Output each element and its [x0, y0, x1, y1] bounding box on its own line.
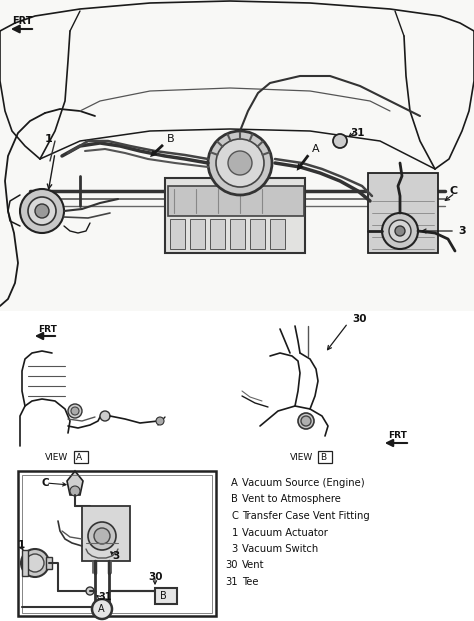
Text: VIEW: VIEW	[45, 453, 68, 463]
Bar	[368, 173, 438, 253]
Text: 1: 1	[232, 527, 238, 538]
Bar	[82, 506, 130, 561]
Circle shape	[21, 549, 49, 577]
Circle shape	[100, 411, 110, 421]
Text: A: A	[98, 604, 105, 614]
Text: Vent: Vent	[242, 561, 264, 571]
Circle shape	[88, 522, 116, 550]
Text: A: A	[231, 478, 238, 488]
Text: 3: 3	[112, 551, 119, 561]
Text: Vacuum Switch: Vacuum Switch	[242, 544, 318, 554]
Text: A: A	[76, 453, 82, 461]
Circle shape	[301, 416, 311, 426]
Text: C: C	[450, 186, 458, 196]
Text: Transfer Case Vent Fitting: Transfer Case Vent Fitting	[242, 511, 370, 521]
Bar	[190, 219, 205, 249]
Circle shape	[395, 226, 405, 236]
Circle shape	[389, 220, 411, 242]
Bar	[22, 475, 212, 613]
Bar	[318, 451, 332, 463]
Text: 30: 30	[226, 561, 238, 571]
Circle shape	[92, 599, 112, 619]
Text: B: B	[167, 134, 174, 144]
Text: Vacuum Source (Engine): Vacuum Source (Engine)	[242, 478, 365, 488]
Text: 3: 3	[232, 544, 238, 554]
Circle shape	[35, 204, 49, 218]
Text: C: C	[231, 511, 238, 521]
Bar	[230, 219, 245, 249]
Bar	[22, 550, 28, 576]
Circle shape	[208, 131, 272, 195]
Text: 30: 30	[352, 314, 366, 324]
Text: 1: 1	[45, 134, 53, 144]
Text: FRT: FRT	[38, 325, 57, 333]
Text: B: B	[320, 453, 326, 461]
Text: C: C	[42, 478, 50, 488]
Text: Vacuum Actuator: Vacuum Actuator	[242, 527, 328, 538]
Bar	[155, 588, 177, 604]
Text: 3: 3	[458, 226, 465, 236]
Circle shape	[28, 197, 56, 225]
Text: FRT: FRT	[12, 16, 33, 26]
Bar	[74, 451, 88, 463]
Bar	[170, 219, 185, 249]
Circle shape	[333, 134, 347, 148]
Polygon shape	[67, 471, 83, 495]
Bar	[0, 0, 474, 311]
Text: VIEW: VIEW	[290, 453, 313, 463]
Circle shape	[298, 413, 314, 429]
Bar	[210, 219, 225, 249]
Bar	[18, 471, 216, 616]
Text: FRT: FRT	[388, 430, 407, 440]
Circle shape	[70, 486, 80, 496]
Bar	[250, 219, 265, 249]
Bar	[46, 557, 52, 569]
Text: 1: 1	[18, 540, 25, 550]
Text: 31: 31	[350, 128, 365, 138]
Circle shape	[228, 151, 252, 175]
Circle shape	[156, 417, 164, 425]
Circle shape	[71, 407, 79, 415]
Circle shape	[68, 404, 82, 418]
Circle shape	[216, 139, 264, 187]
Text: B: B	[231, 494, 238, 504]
Text: 31: 31	[98, 592, 111, 602]
Bar	[165, 178, 305, 253]
Text: 30: 30	[148, 572, 163, 582]
Text: B: B	[160, 591, 167, 601]
Bar	[168, 186, 304, 216]
Circle shape	[86, 587, 94, 595]
Text: Vent to Atmosphere: Vent to Atmosphere	[242, 494, 341, 504]
Circle shape	[382, 213, 418, 249]
Text: Tee: Tee	[242, 577, 258, 587]
Circle shape	[26, 554, 44, 572]
Circle shape	[20, 189, 64, 233]
Bar	[270, 219, 285, 249]
Text: A: A	[312, 144, 319, 154]
Text: 31: 31	[225, 577, 238, 587]
Circle shape	[94, 528, 110, 544]
